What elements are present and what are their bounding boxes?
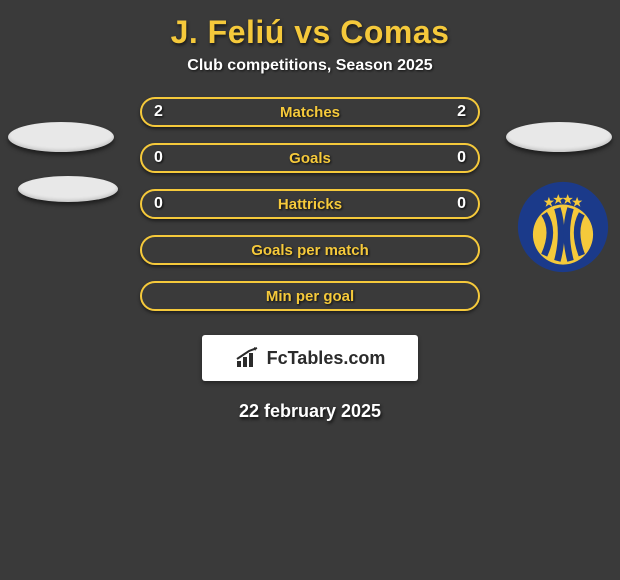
stat-value-left: 0 bbox=[154, 149, 163, 167]
stat-value-left: 2 bbox=[154, 103, 163, 121]
stat-label: Min per goal bbox=[266, 288, 354, 305]
stat-value-right: 2 bbox=[457, 103, 466, 121]
stat-pill: Goals per match bbox=[140, 235, 480, 265]
brand-chart-icon bbox=[235, 347, 261, 369]
stat-pill: 0 Hattricks 0 bbox=[140, 189, 480, 219]
stat-row: Min per goal bbox=[0, 281, 620, 327]
stat-label: Goals bbox=[289, 150, 331, 167]
stat-pill: 0 Goals 0 bbox=[140, 143, 480, 173]
stat-row: 0 Goals 0 bbox=[0, 143, 620, 189]
stat-pill: Min per goal bbox=[140, 281, 480, 311]
page-subtitle: Club competitions, Season 2025 bbox=[0, 57, 620, 97]
stat-row: Goals per match bbox=[0, 235, 620, 281]
stat-value-left: 0 bbox=[154, 195, 163, 213]
stat-row: 0 Hattricks 0 bbox=[0, 189, 620, 235]
stat-pill: 2 Matches 2 bbox=[140, 97, 480, 127]
stat-label: Goals per match bbox=[251, 242, 369, 259]
stat-value-right: 0 bbox=[457, 149, 466, 167]
stat-row: 2 Matches 2 bbox=[0, 97, 620, 143]
footer-date: 22 february 2025 bbox=[0, 401, 620, 422]
stat-label: Hattricks bbox=[278, 196, 342, 213]
stat-value-right: 0 bbox=[457, 195, 466, 213]
page-title: J. Feliú vs Comas bbox=[0, 0, 620, 57]
brand-box: FcTables.com bbox=[202, 335, 418, 381]
stat-rows: 2 Matches 2 0 Goals 0 0 Hattricks 0 Goals per mat… bbox=[0, 97, 620, 327]
stat-label: Matches bbox=[280, 104, 340, 121]
brand-text: FcTables.com bbox=[267, 348, 386, 369]
